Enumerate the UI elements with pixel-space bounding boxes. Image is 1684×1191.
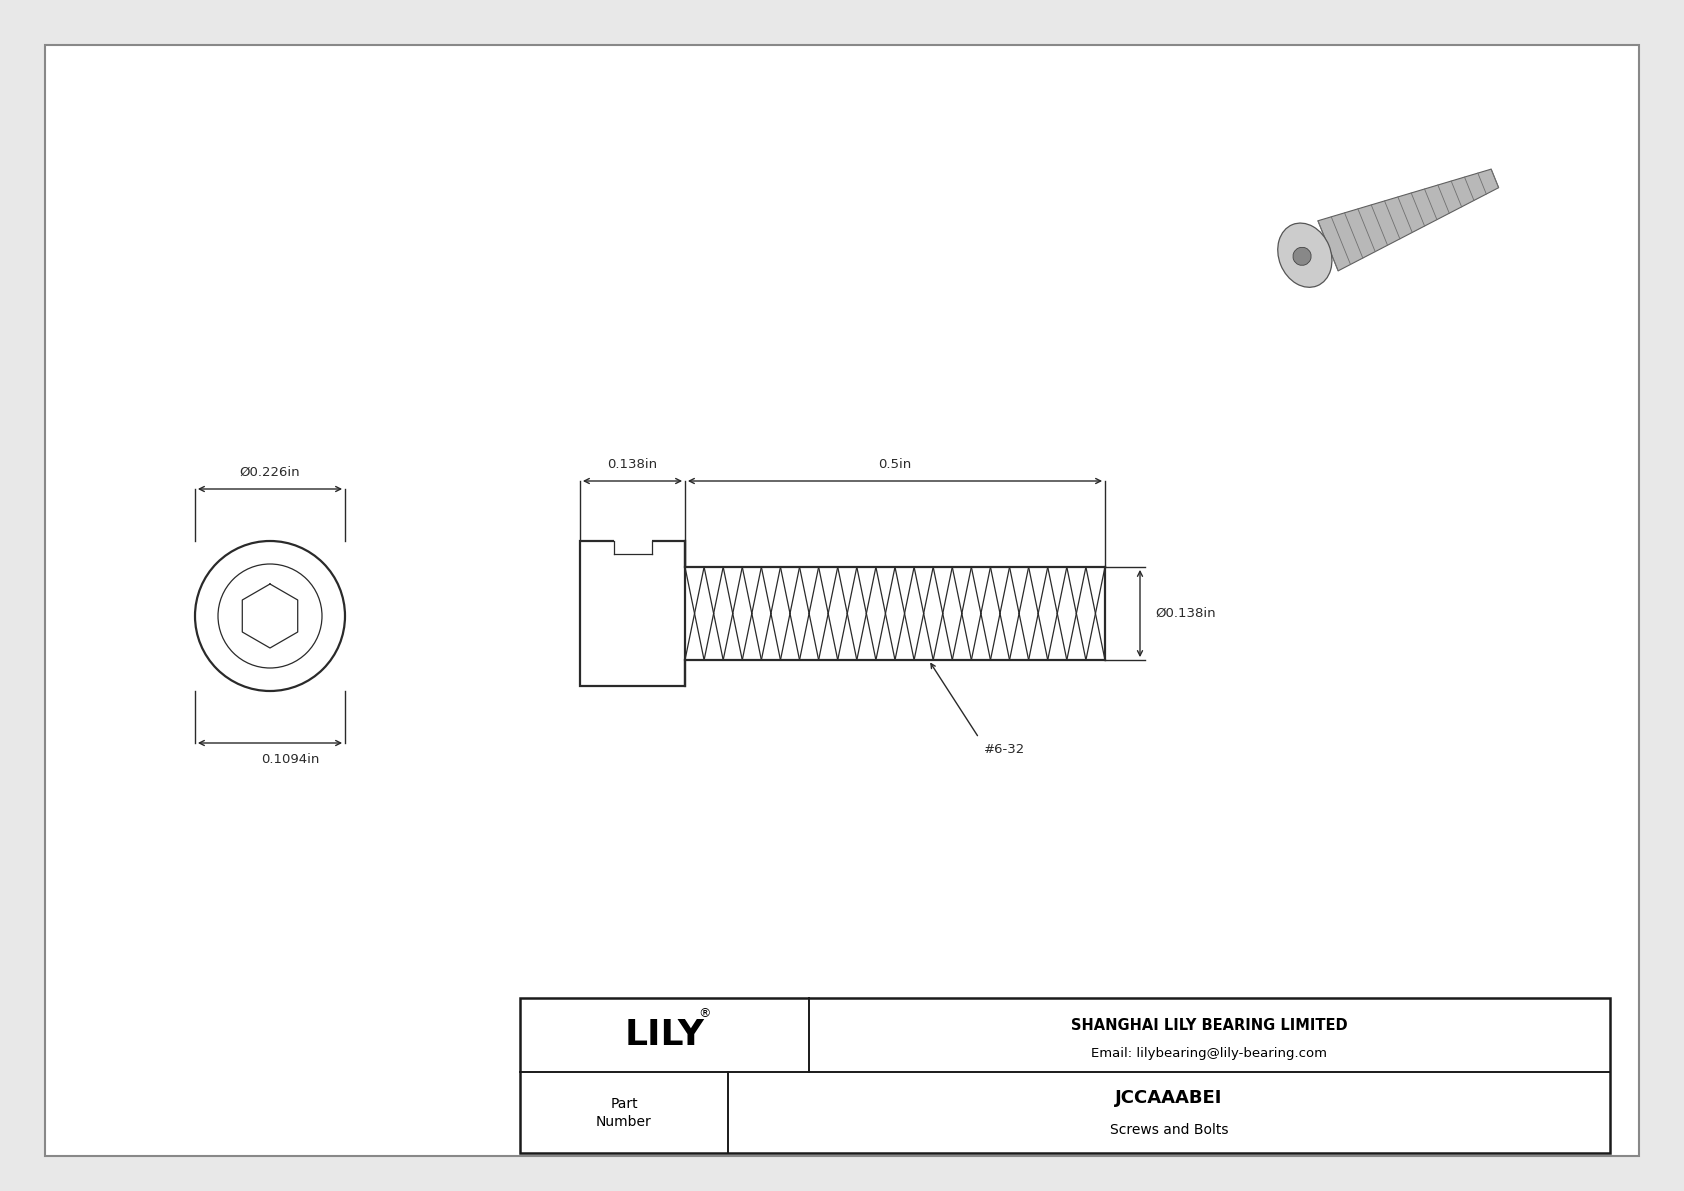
Text: 0.5in: 0.5in — [879, 459, 911, 470]
Text: ®: ® — [699, 1008, 711, 1021]
Text: Ø0.226in: Ø0.226in — [239, 466, 300, 479]
Text: JCCAAABEI: JCCAAABEI — [1115, 1090, 1223, 1108]
Text: LILY: LILY — [625, 1018, 704, 1052]
Polygon shape — [1319, 169, 1499, 270]
Text: Ø0.138in: Ø0.138in — [1155, 607, 1216, 621]
Bar — [579, 541, 685, 686]
Circle shape — [217, 565, 322, 668]
Text: #6-32: #6-32 — [983, 743, 1026, 756]
Text: SHANGHAI LILY BEARING LIMITED: SHANGHAI LILY BEARING LIMITED — [1071, 1018, 1347, 1034]
Circle shape — [195, 541, 345, 691]
Ellipse shape — [1293, 248, 1312, 266]
Ellipse shape — [1278, 223, 1332, 287]
Text: 0.138in: 0.138in — [608, 459, 657, 470]
Text: Email: lilybearing@lily-bearing.com: Email: lilybearing@lily-bearing.com — [1091, 1047, 1327, 1060]
Text: Part
Number: Part Number — [596, 1097, 652, 1129]
Text: Screws and Bolts: Screws and Bolts — [1110, 1123, 1228, 1137]
Bar — [520, 998, 1610, 1153]
Text: 0.1094in: 0.1094in — [261, 753, 320, 766]
Bar — [613, 536, 652, 554]
